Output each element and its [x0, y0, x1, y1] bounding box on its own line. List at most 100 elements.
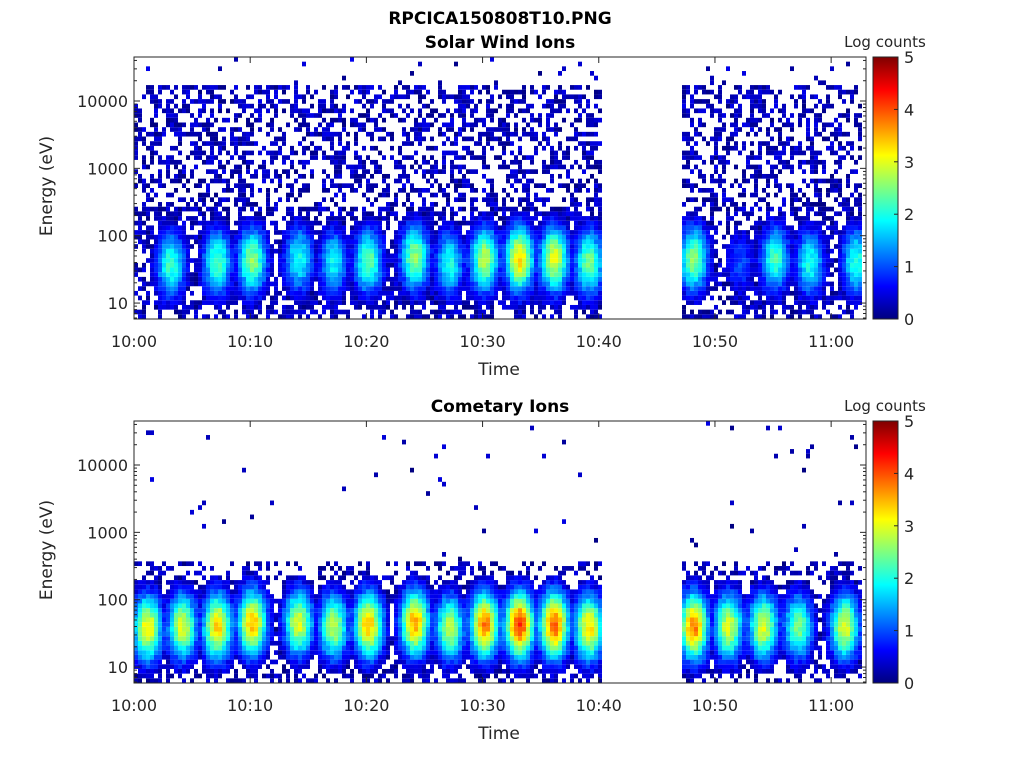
spectrogram-cell — [734, 113, 738, 118]
spectrogram-cell — [570, 211, 574, 217]
spectrogram-cell — [338, 183, 342, 188]
spectrogram-cell — [202, 108, 206, 114]
spectrogram-cell — [786, 258, 790, 263]
spectrogram-cell — [426, 145, 430, 151]
spectrogram-cell — [782, 253, 786, 259]
spectrogram-cell — [790, 145, 794, 151]
spectrogram-cell — [290, 188, 294, 193]
spectrogram-cell — [454, 267, 458, 273]
spectrogram-cell — [510, 239, 514, 245]
spectrogram-cell — [802, 272, 806, 277]
spectrogram-cell — [590, 234, 594, 240]
spectrogram-cell — [534, 244, 538, 249]
spectrogram-cell — [186, 304, 190, 310]
spectrogram-cell — [506, 225, 510, 231]
spectrogram-cell — [502, 304, 506, 310]
spectrogram-cell — [398, 225, 402, 231]
spectrogram-cell — [554, 216, 558, 221]
spectrogram-cell — [362, 300, 366, 305]
spectrogram-cell — [710, 314, 714, 319]
spectrogram-cell — [794, 286, 798, 291]
spectrogram-cell — [346, 244, 350, 249]
spectrogram-cell — [170, 262, 174, 268]
spectrogram-cell — [454, 155, 458, 160]
spectrogram-cell — [278, 173, 282, 179]
spectrogram-cell — [586, 206, 590, 212]
spectrogram-cell — [790, 248, 794, 254]
spectrogram-cell — [546, 239, 550, 245]
spectrogram-cell — [170, 117, 174, 123]
spectrogram-cell — [730, 239, 734, 245]
spectrogram-cell — [158, 234, 162, 240]
spectrogram-cell — [594, 202, 598, 207]
spectrogram-cell — [718, 136, 722, 142]
spectrogram-cell — [470, 281, 474, 287]
spectrogram-cell — [134, 155, 138, 160]
spectrogram-cell — [778, 89, 782, 95]
spectrogram-cell — [330, 258, 334, 263]
spectrogram-cell — [734, 295, 738, 301]
spectrogram-cell — [482, 173, 486, 179]
spectrogram-cell — [746, 164, 750, 170]
spectrogram-cell — [750, 276, 754, 282]
spectrogram-cell — [710, 276, 714, 282]
spectrogram-cell — [166, 164, 170, 170]
spectrogram-cell — [594, 75, 598, 81]
spectrogram-cell — [558, 85, 562, 90]
spectrogram-cell — [134, 267, 138, 273]
spectrogram-cell — [378, 272, 382, 277]
spectrogram-cell — [350, 216, 354, 221]
spectrogram-cell — [270, 206, 274, 212]
spectrogram-cell — [582, 300, 586, 305]
spectrogram-cell — [154, 136, 158, 142]
spectrogram-cell — [378, 309, 382, 315]
spectrogram-cell — [242, 131, 246, 137]
spectrogram-cell — [530, 89, 534, 95]
spectrogram-cell — [214, 230, 218, 235]
spectrogram-cell — [798, 286, 802, 291]
spectrogram-cell — [454, 309, 458, 315]
spectrogram-cell — [746, 178, 750, 184]
spectrogram-cell — [170, 225, 174, 231]
spectrogram-cell — [530, 309, 534, 315]
spectrogram-cell — [150, 244, 154, 249]
spectrogram-cell — [442, 220, 446, 226]
spectrogram-cell — [166, 99, 170, 104]
spectrogram-cell — [390, 131, 394, 137]
spectrogram-cell — [434, 117, 438, 123]
spectrogram-cell — [286, 258, 290, 263]
spectrogram-cell — [250, 290, 254, 296]
spectrogram-cell — [326, 253, 330, 259]
spectrogram-cell — [306, 248, 310, 254]
spectrogram-cell — [466, 183, 470, 188]
spectrogram-cell — [542, 197, 546, 203]
spectrogram-cell — [290, 314, 294, 319]
spectrogram-cell — [342, 276, 346, 282]
spectrogram-cell — [158, 85, 162, 90]
spectrogram-cell — [314, 248, 318, 254]
spectrogram-cell — [266, 169, 270, 174]
spectrogram-cell — [218, 276, 222, 282]
spectrogram-cell — [786, 141, 790, 146]
spectrogram-cell — [510, 131, 514, 137]
spectrogram-cell — [282, 155, 286, 160]
spectrogram-cell — [314, 113, 318, 118]
spectrogram-cell — [554, 122, 558, 128]
spectrogram-cell — [278, 248, 282, 254]
spectrogram-cell — [442, 192, 446, 198]
spectrogram-cell — [230, 262, 234, 268]
spectrogram-cell — [354, 239, 358, 245]
spectrogram-cell — [762, 290, 766, 296]
spectrogram-cell — [142, 178, 146, 184]
spectrogram-cell — [422, 155, 426, 160]
spectrogram-cell — [346, 309, 350, 315]
spectrogram-cell — [182, 99, 186, 104]
spectrogram-cell — [298, 113, 302, 118]
spectrogram-cell — [318, 290, 322, 296]
spectrogram-cell — [326, 188, 330, 193]
spectrogram-cell — [726, 197, 730, 203]
spectrogram-cell — [386, 108, 390, 114]
spectrogram-cell — [214, 300, 218, 305]
spectrogram-cell — [586, 141, 590, 146]
spectrogram-cell — [734, 211, 738, 217]
